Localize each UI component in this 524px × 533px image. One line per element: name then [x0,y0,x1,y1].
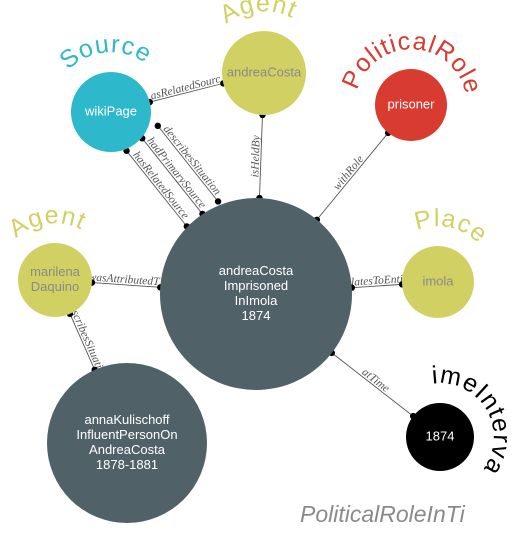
edge-endpoint [155,123,161,129]
nodes-layer: andreaCostaImprisonedInImola1874wikiPage… [18,31,474,523]
node-label-line: annaKulischoff [84,412,169,427]
node-label-line: wikiPage [84,103,137,118]
node-label-line: andreaCosta [227,64,302,79]
node-label-line: AndreaCosta [89,442,166,457]
node-label-line: 1878-1881 [96,457,158,472]
edge-endpoint [215,198,221,204]
footer-text: PoliticalRoleInTi [300,501,466,527]
node-label-line: InfluentPersonOn [76,427,177,442]
class-label-agent: Agent [215,0,302,29]
node-label-line: 1874 [242,308,271,323]
node-time1874[interactable]: 1874 [406,403,474,471]
node-center[interactable]: andreaCostaImprisonedInImola1874 [160,198,352,390]
edge-label: withRole [331,154,366,193]
node-label-line: Imprisoned [224,278,288,293]
node-label-line: prisoner [388,96,436,111]
node-marilena[interactable]: marilenaDaquino [18,243,92,317]
node-label-line: imola [422,273,454,288]
node-label-line: 1874 [426,428,455,443]
node-label-line: marilena [30,264,81,279]
graph-canvas: hasRelatedSourcehasRelatedSourcehadPrima… [0,0,524,533]
footer-layer: PoliticalRoleInTi [300,501,466,527]
node-andreaCosta[interactable]: andreaCosta [222,31,306,115]
node-label-line: Daquino [31,279,79,294]
edge-label: isHeldBy [249,134,263,177]
node-label-line: InImola [235,293,278,308]
class-label-agent: Agent [3,201,90,243]
class-label-place: Place [412,204,494,248]
node-imola[interactable]: imola [402,246,474,318]
node-label-line: andreaCosta [219,263,294,278]
edge-label: atTime [359,366,391,395]
node-wikiPage[interactable]: wikiPage [71,72,151,152]
class-label-source: Source [54,30,157,75]
node-prisoner[interactable]: prisoner [375,69,447,141]
node-kulischoff[interactable]: annaKulischoffInfluentPersonOnAndreaCost… [47,363,207,523]
